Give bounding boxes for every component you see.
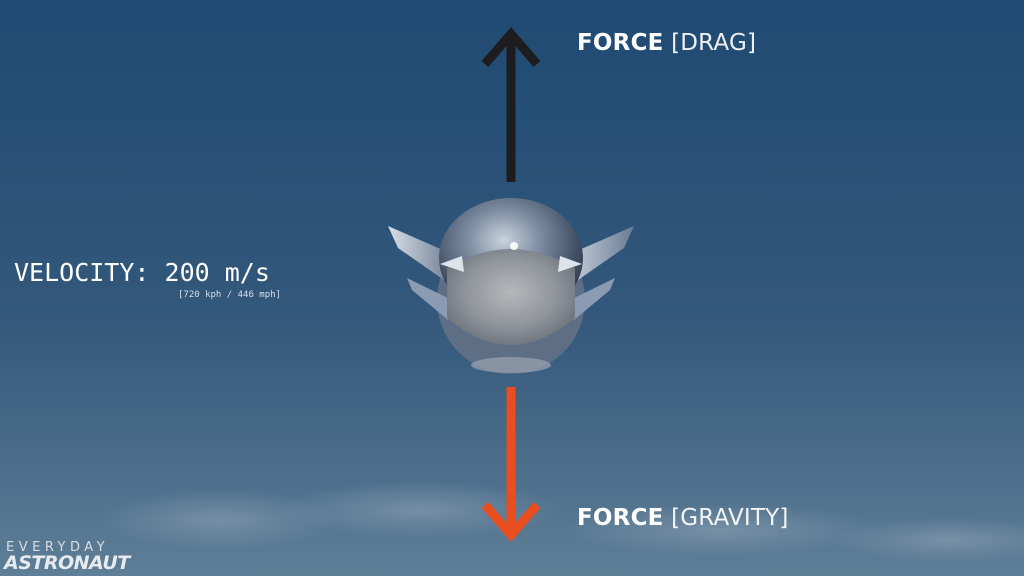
drag-label-bold: FORCE	[577, 30, 664, 56]
velocity-subtitle: [720 kph / 446 mph]	[178, 290, 281, 300]
drag-label-light: [DRAG]	[671, 30, 757, 56]
drag-arrow	[481, 27, 541, 182]
gravity-label-light: [GRAVITY]	[671, 505, 789, 531]
logo-everyday: EVERYDAY	[6, 540, 110, 555]
starship-illustration	[388, 198, 634, 374]
clouds	[100, 482, 1024, 562]
gravity-arrow	[481, 387, 541, 542]
velocity-title: VELOCITY: 200 m/s	[14, 258, 270, 287]
gravity-force-label: FORCE [GRAVITY]	[577, 505, 789, 531]
drag-force-label: FORCE [DRAG]	[577, 30, 756, 56]
logo-astronaut: ASTRONAUT	[4, 552, 130, 574]
gravity-label-bold: FORCE	[577, 505, 664, 531]
